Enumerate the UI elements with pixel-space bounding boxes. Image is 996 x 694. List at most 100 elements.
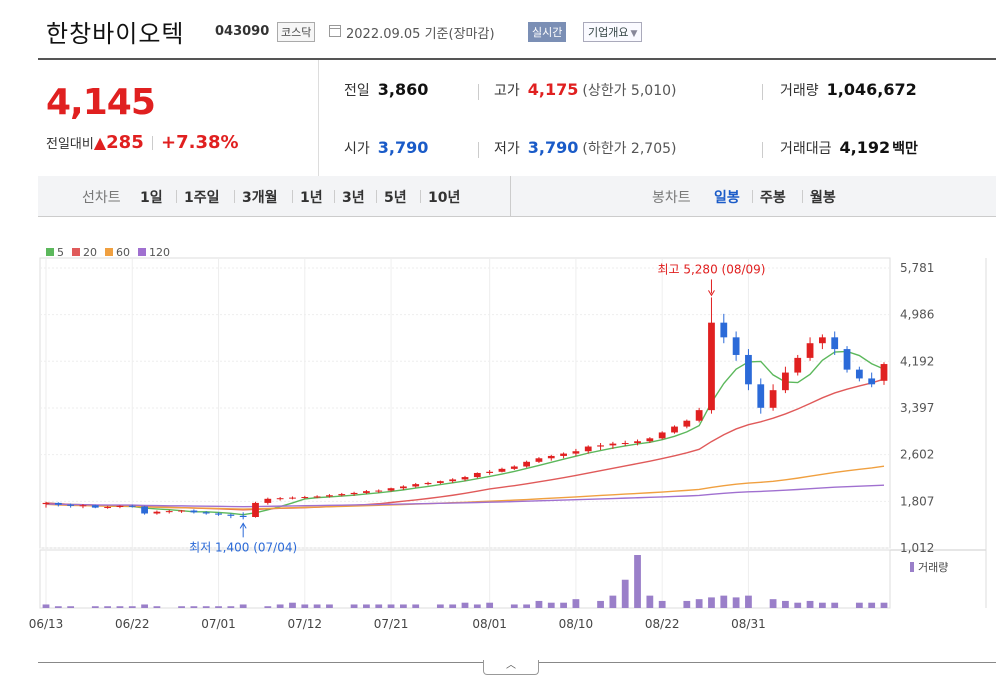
tab-line-0[interactable]: 1일	[140, 190, 163, 206]
candle-body	[165, 511, 173, 513]
candle-body	[289, 497, 296, 499]
volume-bar	[202, 606, 210, 608]
candle-body	[646, 438, 654, 442]
candle-body	[486, 471, 494, 473]
volume-bar	[806, 600, 814, 608]
change-percent: +7.38%	[161, 132, 239, 153]
volume-bar	[855, 602, 863, 608]
ma-line-120	[45, 484, 885, 508]
tab-line-3[interactable]: 1년	[300, 190, 323, 206]
candle-body	[732, 337, 740, 355]
trade-amount: 거래대금 4,192 백만	[780, 138, 918, 157]
candle-body	[91, 505, 99, 508]
candle-body	[42, 502, 50, 505]
current-price: 4,145	[46, 82, 156, 123]
candle-body	[609, 443, 617, 446]
candle-body	[671, 426, 678, 433]
volume-bar	[621, 579, 629, 608]
volume-bar	[782, 600, 789, 608]
volume-bar	[473, 604, 481, 608]
volume-bar	[313, 604, 321, 608]
volume-bar	[91, 606, 99, 608]
legend-ma-120: 120	[138, 246, 170, 259]
y-tick-label: 3,397	[900, 401, 934, 415]
market-badge: 코스닥	[277, 22, 316, 42]
tab-line-1[interactable]: 1주일	[184, 190, 220, 206]
y-tick-label: 1,807	[900, 494, 934, 508]
x-tick-label: 06/13	[29, 617, 64, 631]
candle-body	[461, 477, 469, 480]
volume-bar	[276, 604, 284, 608]
candle-body	[79, 505, 87, 507]
company-name: 한창바이오텍	[46, 20, 185, 48]
volume-bar	[387, 604, 395, 608]
volume-bar	[215, 606, 222, 608]
x-tick-label: 07/21	[374, 617, 409, 631]
candle-body	[720, 322, 728, 338]
candle-body	[350, 492, 358, 495]
y-tick-label: 2,602	[900, 448, 934, 462]
volume-bar	[486, 602, 494, 608]
candle-body	[202, 512, 210, 514]
stock-code: 043090	[215, 24, 270, 39]
candle-body	[412, 484, 420, 487]
volume-bar	[461, 602, 469, 608]
candle-body	[806, 343, 814, 358]
candle-body	[116, 505, 124, 508]
volume-bar	[350, 604, 358, 608]
y-tick-label: 1,012	[900, 541, 934, 555]
x-tick-label: 06/22	[115, 617, 150, 631]
tab-candle-2[interactable]: 월봉	[810, 190, 836, 206]
volume-bar	[769, 599, 777, 608]
tab-line-2[interactable]: 3개월	[242, 190, 278, 206]
up-triangle-icon: ▲	[93, 133, 107, 152]
x-tick-label: 08/31	[731, 617, 766, 631]
candle-body	[757, 384, 765, 408]
volume-bar	[104, 606, 112, 608]
legend-ma-20: 20	[72, 246, 97, 259]
candle-body	[387, 488, 395, 491]
volume-bar	[67, 606, 75, 608]
high-price: 고가 4,175 (상한가 5,010)	[494, 80, 677, 99]
candle-body	[584, 446, 592, 452]
volume-bar	[868, 602, 876, 608]
candle-body	[375, 490, 383, 492]
tab-candle-1[interactable]: 주봉	[760, 190, 786, 206]
tab-line-5[interactable]: 5년	[384, 190, 407, 206]
volume-bar	[178, 606, 185, 608]
candle-body	[141, 506, 148, 514]
candle-body	[215, 513, 222, 515]
candle-body	[880, 364, 888, 381]
volume-legend-swatch	[910, 562, 914, 572]
legend-ma-5: 5	[46, 246, 64, 259]
volume-bar	[449, 604, 457, 608]
candle-body	[190, 510, 198, 513]
volume-bar	[683, 600, 691, 608]
legend-ma-60: 60	[105, 246, 130, 259]
low-arrow-head	[239, 522, 247, 529]
candle-body	[54, 502, 62, 505]
tab-candle-0[interactable]: 일봉	[714, 190, 740, 206]
candle-body	[449, 479, 457, 482]
candle-body	[510, 466, 518, 469]
volume-bar	[658, 600, 666, 608]
volume-bar	[535, 600, 543, 608]
tab-line-4[interactable]: 3년	[342, 190, 365, 206]
volume-bar	[708, 597, 715, 608]
volume-plot-frame	[39, 549, 891, 609]
volume-bar	[794, 602, 802, 608]
candle-body	[523, 461, 531, 467]
candle-body	[535, 458, 543, 462]
high-annotation: 최고 5,280 (08/09)	[657, 262, 765, 276]
company-overview-dropdown[interactable]: 기업개요 ▼	[583, 22, 643, 42]
volume-bar	[436, 604, 444, 608]
candle-body	[745, 354, 752, 385]
realtime-button[interactable]: 실시간	[528, 22, 567, 42]
volume-bar	[239, 604, 247, 608]
x-tick-label: 08/22	[645, 617, 680, 631]
header: 한창바이오텍 043090 코스닥 2022.09.05 기준(장마감) 실시간…	[0, 0, 996, 58]
candle-body	[338, 494, 346, 496]
tab-line-6[interactable]: 10년	[428, 190, 461, 206]
candle-body	[831, 337, 839, 350]
collapse-toggle[interactable]: ︿	[483, 660, 539, 675]
